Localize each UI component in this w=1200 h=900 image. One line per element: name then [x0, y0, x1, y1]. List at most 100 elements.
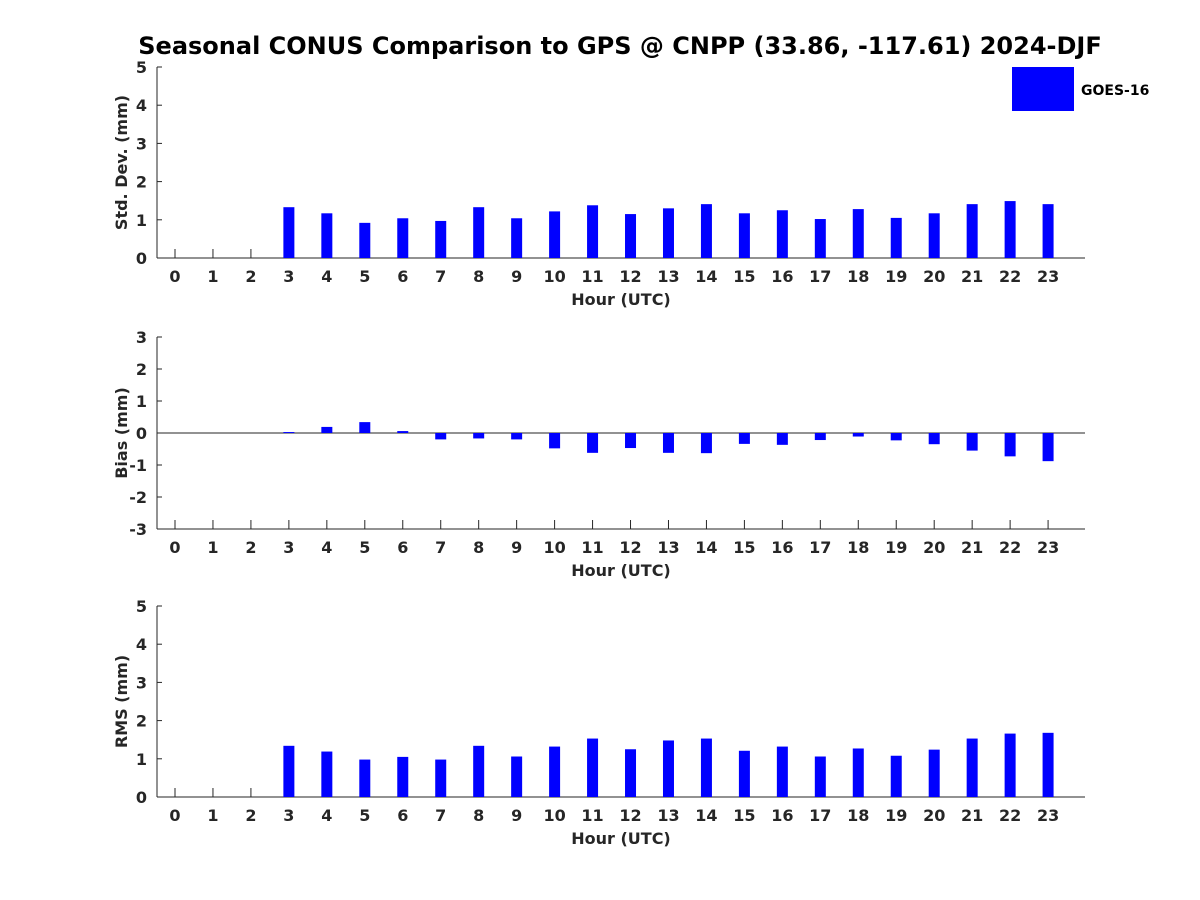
rms-bar	[776, 746, 788, 797]
std-dev-bar	[435, 220, 447, 258]
std-dev-xtick-label: 15	[733, 267, 755, 286]
std-dev-xtick-label: 9	[511, 267, 522, 286]
bias-bar	[662, 433, 674, 453]
bias-xtick-label: 7	[435, 538, 446, 557]
std-dev-xtick-label: 19	[885, 267, 907, 286]
rms-bar	[587, 738, 599, 797]
std-dev-xtick-label: 14	[695, 267, 717, 286]
std-dev-ytick-label: 2	[136, 173, 147, 192]
bias-xtick-label: 0	[169, 538, 180, 557]
std-dev-xtick-label: 23	[1037, 267, 1059, 286]
bias-x-axis-label: Hour (UTC)	[571, 561, 671, 580]
std-dev-ytick-label: 0	[136, 249, 147, 268]
bias-bar	[928, 433, 940, 445]
std-dev-ytick-label: 5	[136, 58, 147, 77]
rms-xtick-label: 5	[359, 806, 370, 825]
rms-bar	[511, 756, 523, 797]
bias-bar	[625, 433, 637, 449]
bias-xtick-label: 1	[207, 538, 218, 557]
rms-xtick-label: 2	[245, 806, 256, 825]
rms-bar	[928, 749, 940, 797]
bias-ytick-label: 3	[136, 328, 147, 347]
rms-bar	[549, 746, 561, 797]
std-dev-bar	[776, 210, 788, 258]
rms-xtick-label: 19	[885, 806, 907, 825]
std-dev-bar	[852, 209, 864, 258]
bias-bar	[473, 433, 485, 439]
std-dev-xtick-label: 12	[619, 267, 641, 286]
bias-ytick-label: -2	[129, 488, 147, 507]
bias-bar	[397, 431, 409, 433]
std-dev-bar	[321, 213, 333, 258]
std-dev-bar	[1004, 201, 1016, 258]
bias-ytick-label: -1	[129, 456, 147, 475]
rms-bar	[1042, 732, 1054, 797]
std-dev-bar	[625, 214, 637, 258]
rms-xtick-label: 6	[397, 806, 408, 825]
bias-xtick-label: 16	[771, 538, 793, 557]
rms-bar	[1004, 733, 1016, 797]
rms-bar	[625, 749, 637, 797]
rms-ytick-label: 3	[136, 673, 147, 692]
std-dev-bar	[473, 207, 485, 258]
bias-xtick-label: 4	[321, 538, 332, 557]
std-dev-xtick-label: 18	[847, 267, 869, 286]
bias-xtick-label: 22	[999, 538, 1021, 557]
std-dev-bar	[549, 211, 561, 258]
bias-xtick-label: 17	[809, 538, 831, 557]
bias-bar	[890, 433, 902, 441]
std-dev-ytick-label: 3	[136, 134, 147, 153]
std-dev-xtick-label: 3	[283, 267, 294, 286]
bias-xtick-label: 5	[359, 538, 370, 557]
rms-bar	[473, 745, 485, 797]
std-dev-x-axis-label: Hour (UTC)	[571, 290, 671, 309]
std-dev-bar	[966, 204, 978, 258]
std-dev-xtick-label: 17	[809, 267, 831, 286]
rms-xtick-label: 1	[207, 806, 218, 825]
rms-xtick-label: 18	[847, 806, 869, 825]
bias-y-axis-label: Bias (mm)	[112, 387, 131, 479]
rms-bar	[359, 759, 371, 797]
rms-xtick-label: 10	[543, 806, 565, 825]
bias-xtick-label: 9	[511, 538, 522, 557]
bias-bar	[776, 433, 788, 445]
rms-xtick-label: 16	[771, 806, 793, 825]
std-dev-xtick-label: 4	[321, 267, 332, 286]
bias-bar	[1004, 433, 1016, 457]
std-dev-ytick-label: 1	[136, 211, 147, 230]
rms-bar	[662, 740, 674, 797]
legend-swatch	[1012, 67, 1074, 111]
bias-bar	[966, 433, 978, 451]
rms-bar	[435, 759, 447, 797]
std-dev-bar	[359, 222, 371, 258]
bias-ytick-label: 1	[136, 392, 147, 411]
std-dev-bar	[738, 213, 750, 258]
rms-ytick-label: 5	[136, 597, 147, 616]
bias-bar	[587, 433, 599, 453]
std-dev-bar	[662, 208, 674, 258]
std-dev-xtick-label: 20	[923, 267, 945, 286]
rms-xtick-label: 15	[733, 806, 755, 825]
rms-ytick-label: 4	[136, 635, 147, 654]
rms-xtick-label: 17	[809, 806, 831, 825]
rms-xtick-label: 20	[923, 806, 945, 825]
std-dev-bar	[511, 218, 523, 258]
rms-xtick-label: 12	[619, 806, 641, 825]
bias-bar	[700, 433, 712, 454]
rms-xtick-label: 0	[169, 806, 180, 825]
bias-xtick-label: 11	[581, 538, 603, 557]
bias-xtick-label: 6	[397, 538, 408, 557]
rms-xtick-label: 23	[1037, 806, 1059, 825]
std-dev-xtick-label: 16	[771, 267, 793, 286]
std-dev-xtick-label: 22	[999, 267, 1021, 286]
rms-xtick-label: 21	[961, 806, 983, 825]
std-dev-xtick-label: 6	[397, 267, 408, 286]
legend-label: GOES-16	[1081, 83, 1149, 99]
bias-xtick-label: 18	[847, 538, 869, 557]
bias-xtick-label: 13	[657, 538, 679, 557]
bias-bar	[359, 422, 371, 433]
rms-ytick-label: 2	[136, 712, 147, 731]
